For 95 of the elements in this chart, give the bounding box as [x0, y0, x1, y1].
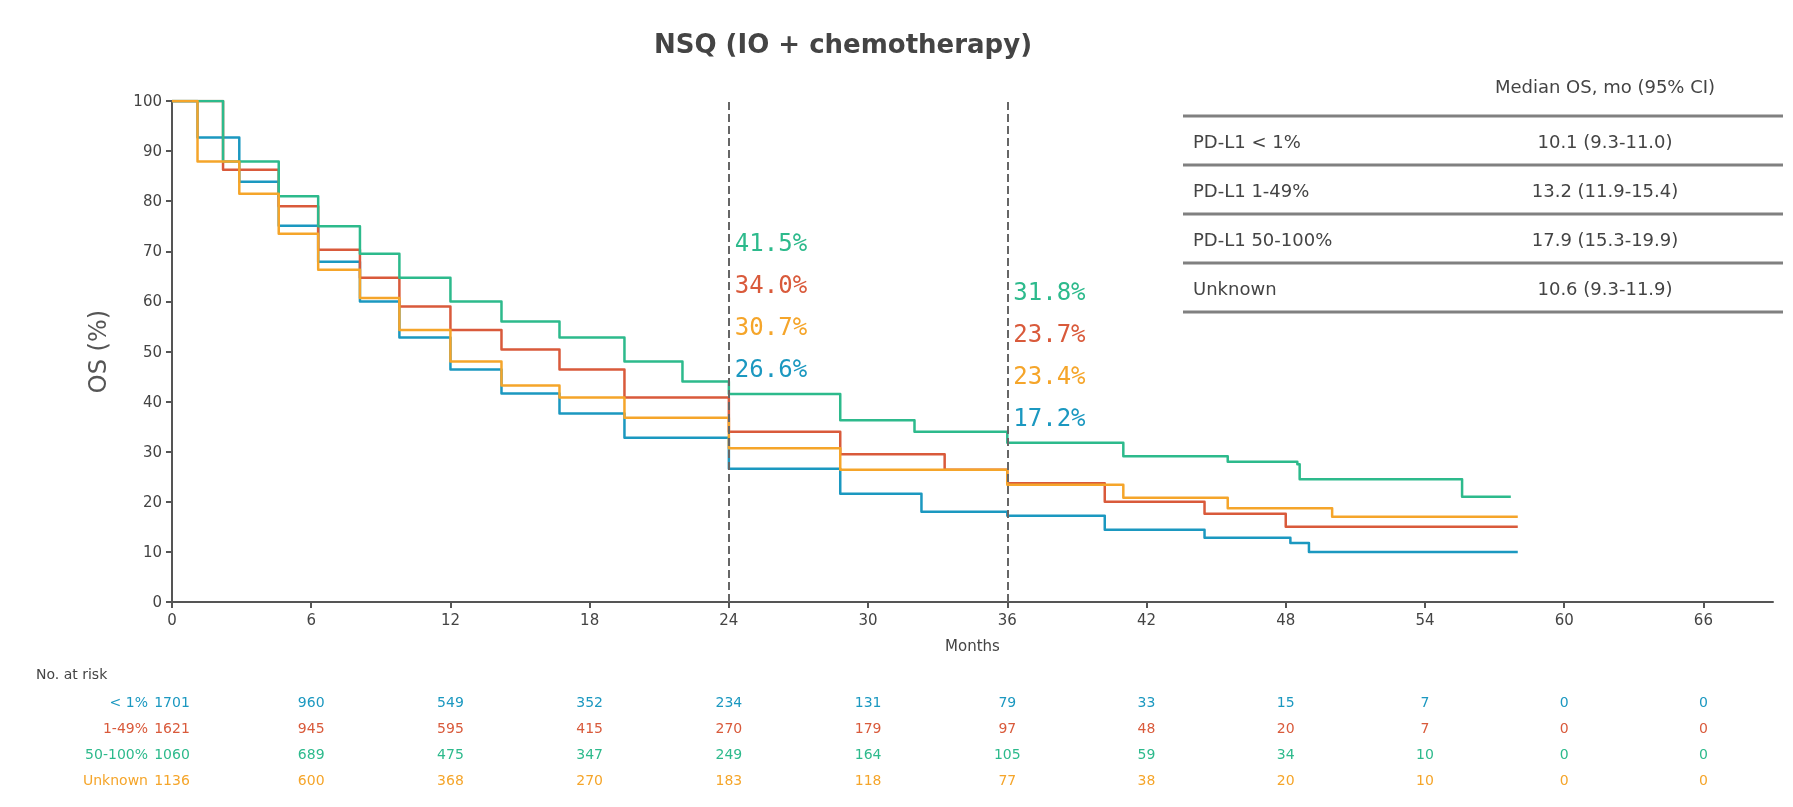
text: 105 [993, 746, 1021, 762]
text: 600 [297, 772, 325, 788]
annotation: 31.8% [1013, 277, 1087, 306]
text: 1621 [154, 720, 190, 736]
text: 352 [576, 694, 604, 710]
x-tick-label: 60 [1554, 610, 1574, 629]
text: 960 [297, 694, 325, 710]
text: 475 [437, 746, 464, 762]
annotation: PD-L1 1-49% [1193, 179, 1310, 201]
text: 164 [854, 746, 882, 762]
text: 20 [1276, 720, 1295, 736]
text: 183 [715, 772, 743, 788]
text: 50-100% [85, 746, 148, 762]
text: 1-49% [102, 720, 148, 736]
text: 10 [1416, 746, 1434, 762]
text: 689 [297, 746, 325, 762]
x-tick-label: 54 [1415, 610, 1435, 629]
y-tick-label: 80 [142, 192, 162, 211]
text: 20 [1276, 772, 1295, 788]
text: 945 [297, 720, 325, 736]
annotation: PD-L1 50-100% [1193, 228, 1333, 250]
text: 270 [576, 772, 604, 788]
x-tick-label: 48 [1276, 610, 1296, 629]
text: 0 [1698, 746, 1708, 762]
text: 0 [1698, 720, 1708, 736]
y-axis-title: OS (%) [84, 309, 112, 394]
x-tick-label: 18 [580, 610, 600, 629]
text: 59 [1137, 746, 1156, 762]
text: 234 [715, 694, 743, 710]
y-tick-label: 20 [142, 492, 162, 511]
annotation: 23.7% [1013, 319, 1087, 348]
text: 118 [854, 772, 882, 788]
annotation: 23.4% [1013, 361, 1087, 390]
text: 10 [1416, 772, 1434, 788]
annotation: Unknown [1193, 277, 1277, 299]
text: 595 [437, 720, 464, 736]
text: 0 [1559, 772, 1569, 788]
text: < 1% [109, 694, 148, 710]
text: 0 [1559, 746, 1569, 762]
x-tick-label: 24 [719, 610, 739, 629]
y-tick-label: 10 [142, 542, 162, 561]
legend-title: No. at risk [36, 666, 109, 682]
y-tick-label: 50 [142, 342, 162, 361]
text: 1060 [154, 746, 190, 762]
text: 270 [715, 720, 743, 736]
x-tick-label: 12 [440, 610, 460, 629]
text: 549 [437, 694, 464, 710]
text: 1136 [154, 772, 190, 788]
y-tick-label: 40 [142, 392, 162, 411]
text: 347 [576, 746, 604, 762]
text: 0 [1698, 694, 1708, 710]
y-tick-label: 0 [152, 593, 162, 611]
annotation: 17.2% [1013, 403, 1087, 432]
annotation: 10.1 (9.3-11.0) [1537, 130, 1673, 152]
y-tick-label: 60 [142, 292, 162, 311]
text: 79 [998, 694, 1017, 710]
annotation: 34.0% [734, 271, 808, 300]
text: 15 [1276, 694, 1295, 710]
text: 131 [854, 694, 882, 710]
y-tick-label: 70 [142, 242, 162, 261]
annotation: 17.9 (15.3-19.9) [1531, 228, 1679, 250]
text: 415 [576, 720, 604, 736]
text: 0 [1559, 720, 1569, 736]
text: 1701 [154, 694, 190, 710]
annotation: PD-L1 < 1% [1193, 130, 1301, 152]
y-tick-label: 30 [142, 442, 162, 461]
y-tick-label: 100 [133, 92, 162, 110]
text: 0 [1698, 772, 1708, 788]
text: 97 [998, 720, 1017, 736]
x-tick-label: 36 [997, 610, 1017, 629]
text: 33 [1137, 694, 1156, 710]
annotation: 26.6% [734, 355, 808, 384]
annotation: 10.6 (9.3-11.9) [1537, 277, 1673, 299]
x-tick-label: 30 [858, 610, 878, 629]
x-tick-label: 0 [167, 610, 177, 629]
x-axis-title: Months [945, 636, 1001, 655]
text: Median OS, mo (95% CI) [1494, 75, 1716, 97]
text: Unknown [83, 772, 148, 788]
chart-title: NSQ (IO + chemotherapy) [653, 29, 1033, 59]
annotation: 41.5% [734, 229, 808, 258]
text: 48 [1137, 720, 1156, 736]
x-tick-label: 66 [1693, 610, 1713, 629]
annotation: 30.7% [734, 313, 808, 342]
text: 38 [1137, 772, 1156, 788]
text: 7 7 [1420, 694, 1430, 736]
text: 34 [1276, 746, 1295, 762]
text: 0 [1559, 694, 1569, 710]
x-tick-label: 6 [306, 610, 316, 629]
text: 77 [998, 772, 1017, 788]
text: 249 [715, 746, 743, 762]
x-tick-label: 42 [1136, 610, 1157, 629]
annotation: 13.2 (11.9-15.4) [1531, 179, 1679, 201]
y-tick-label: 90 [142, 142, 162, 161]
text: 179 [854, 720, 882, 736]
text: 368 [437, 772, 464, 788]
